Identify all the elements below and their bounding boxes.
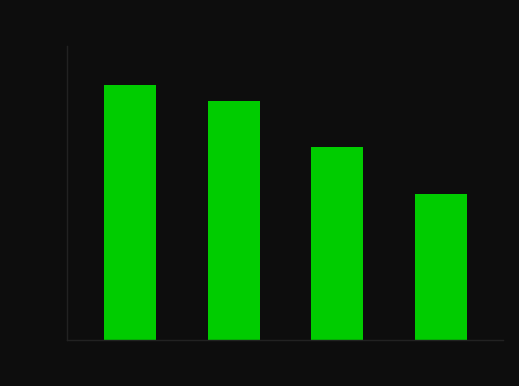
Bar xyxy=(208,101,260,340)
Bar xyxy=(311,147,363,340)
Bar xyxy=(104,85,156,340)
Bar xyxy=(415,194,467,340)
